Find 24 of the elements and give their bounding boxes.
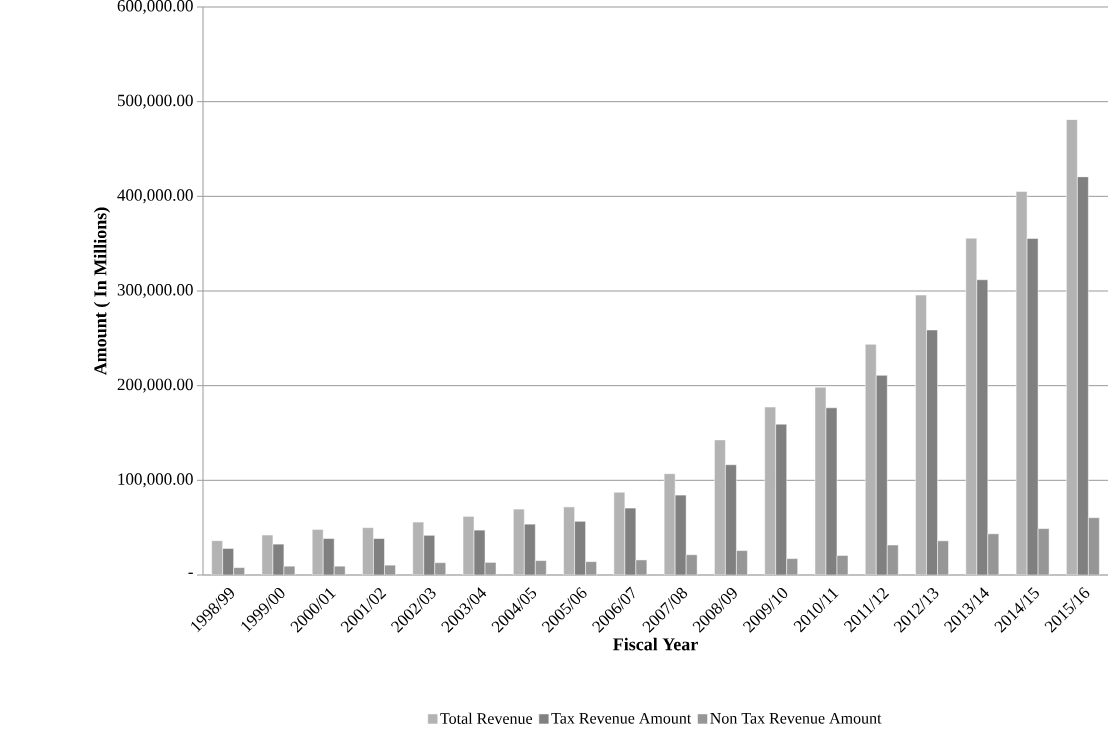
y-tick-label: 500,000.00: [117, 94, 193, 109]
legend-label: Total Revenue: [440, 712, 533, 724]
y-tick-label: -: [188, 572, 193, 574]
bar: [965, 237, 978, 575]
y-axis-title: Amount ( In Millions): [93, 207, 111, 376]
bar: [865, 344, 877, 575]
legend-label: Non Tax Revenue Amount: [710, 712, 882, 724]
bar: [976, 279, 989, 575]
bar: [775, 423, 787, 575]
x-axis-title: Fiscal Year: [613, 637, 698, 651]
bar: [725, 464, 737, 575]
y-tick-label: 100,000.00: [118, 473, 193, 488]
y-tick-label: 400,000.00: [117, 189, 193, 204]
bar: [1066, 119, 1078, 575]
y-tick-label: 600,000.00: [117, 0, 193, 14]
bar: [714, 439, 726, 575]
bar: [926, 329, 938, 575]
y-tick-label: 300,000.00: [117, 284, 193, 298]
bar: [876, 375, 888, 575]
bar: [764, 406, 776, 575]
y-tick-label: 200,000.00: [117, 378, 193, 393]
legend-label: Tax Revenue Amount: [551, 712, 692, 724]
bar: [1077, 176, 1089, 575]
bar: [915, 294, 927, 575]
